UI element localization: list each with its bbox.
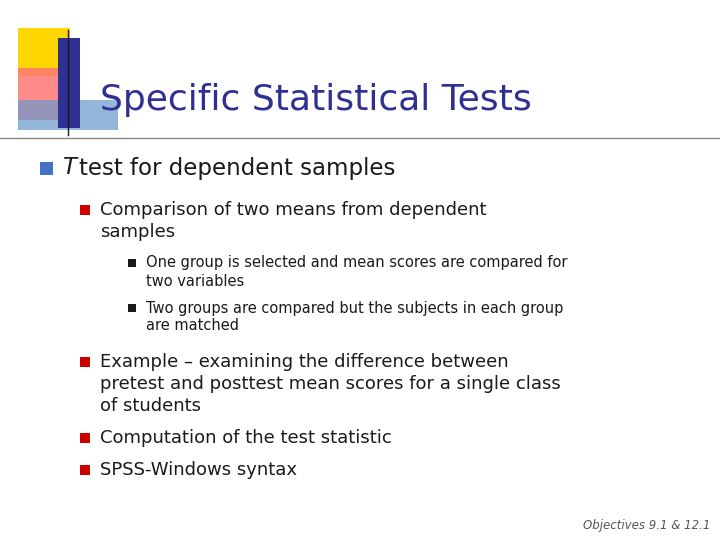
Text: Objectives 9.1 & 12.1: Objectives 9.1 & 12.1 <box>582 518 710 531</box>
Bar <box>80 205 90 215</box>
Bar <box>80 357 90 367</box>
Bar <box>128 304 136 312</box>
Bar <box>18 68 70 120</box>
Text: Computation of the test statistic: Computation of the test statistic <box>100 429 392 447</box>
Text: One group is selected and mean scores are compared for: One group is selected and mean scores ar… <box>146 255 567 271</box>
Text: of students: of students <box>100 397 201 415</box>
Text: $\mathit{T}$: $\mathit{T}$ <box>62 157 79 179</box>
Bar <box>40 162 53 175</box>
Bar <box>80 433 90 443</box>
Text: test for dependent samples: test for dependent samples <box>79 157 395 179</box>
Text: are matched: are matched <box>146 319 239 334</box>
Text: SPSS-Windows syntax: SPSS-Windows syntax <box>100 461 297 479</box>
Bar <box>80 465 90 475</box>
Bar <box>128 259 136 267</box>
Text: samples: samples <box>100 223 175 241</box>
Text: Two groups are compared but the subjects in each group: Two groups are compared but the subjects… <box>146 300 563 315</box>
Text: Specific Statistical Tests: Specific Statistical Tests <box>100 83 532 117</box>
Text: pretest and posttest mean scores for a single class: pretest and posttest mean scores for a s… <box>100 375 561 393</box>
Bar <box>18 100 118 130</box>
Bar <box>58 38 80 128</box>
Text: Comparison of two means from dependent: Comparison of two means from dependent <box>100 201 487 219</box>
Text: two variables: two variables <box>146 273 244 288</box>
Bar <box>18 28 70 76</box>
Text: Example – examining the difference between: Example – examining the difference betwe… <box>100 353 508 371</box>
